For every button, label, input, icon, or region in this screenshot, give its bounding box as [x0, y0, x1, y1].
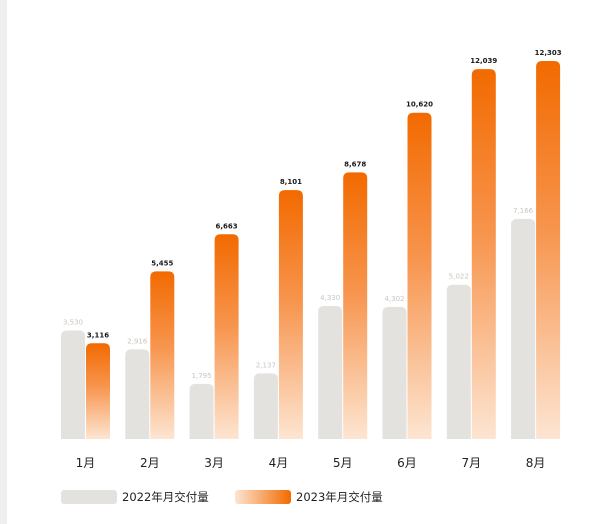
- bars-group: [61, 61, 561, 439]
- value-label-2023-2: 5,455: [151, 259, 173, 267]
- category-label-8: 8月: [526, 456, 546, 470]
- left-edge-strip: [0, 0, 7, 524]
- legend-swatch-2023: [235, 490, 291, 504]
- bar-2022-8: [511, 218, 536, 439]
- bar-2023-1: [86, 343, 110, 439]
- value-label-2023-5: 8,678: [344, 160, 366, 168]
- category-label-2: 2月: [140, 456, 160, 470]
- category-label-3: 3月: [204, 456, 224, 470]
- bar-2023-6: [407, 112, 432, 439]
- category-label-1: 1月: [76, 456, 96, 470]
- value-label-2022-6: 4,302: [384, 295, 404, 303]
- bar-2023-4: [278, 190, 303, 439]
- value-label-2022-1: 3,530: [63, 319, 83, 327]
- legend-label-2023: 2023年月交付量: [296, 490, 383, 504]
- value-label-2023-1: 3,116: [87, 331, 109, 339]
- bar-2023-7: [471, 69, 496, 439]
- category-label-7: 7月: [461, 456, 481, 470]
- value-label-2022-2: 2,916: [127, 337, 148, 345]
- value-label-2023-4: 8,101: [280, 178, 302, 186]
- value-label-2022-5: 4,330: [320, 294, 340, 302]
- value-label-2022-3: 1,795: [192, 372, 212, 380]
- value-label-2022-8: 7,166: [513, 207, 534, 215]
- value-label-2023-6: 10,620: [406, 101, 433, 109]
- value-label-2022-7: 5,022: [449, 273, 469, 281]
- category-label-4: 4月: [269, 456, 289, 470]
- bar-2023-2: [150, 271, 175, 439]
- bar-2022-3: [189, 383, 214, 439]
- bar-2022-5: [318, 305, 343, 439]
- value-label-2022-4: 2,137: [256, 361, 276, 369]
- bar-2023-5: [343, 172, 368, 439]
- bar-2022-7: [446, 284, 471, 439]
- category-label-6: 6月: [397, 456, 417, 470]
- bar-2022-6: [382, 306, 407, 439]
- labels-group: 3,530 3,116 1月 2,916 5,455 2月 1,795 6,663 3月 2,13…: [63, 49, 562, 470]
- bar-2022-4: [253, 373, 278, 439]
- legend-swatch-2022: [61, 490, 117, 504]
- value-label-2023-8: 12,303: [535, 49, 562, 57]
- value-label-2023-3: 6,663: [216, 222, 238, 230]
- bar-2023-8: [536, 61, 561, 439]
- bar-2022-2: [125, 349, 150, 439]
- category-label-5: 5月: [333, 456, 353, 470]
- value-label-2023-7: 12,039: [470, 57, 497, 65]
- bar-2023-3: [214, 234, 239, 439]
- bar-2022-1: [61, 330, 85, 439]
- legend-label-2022: 2022年月交付量: [122, 490, 209, 504]
- legend: 2022年月交付量 2023年月交付量: [61, 490, 383, 504]
